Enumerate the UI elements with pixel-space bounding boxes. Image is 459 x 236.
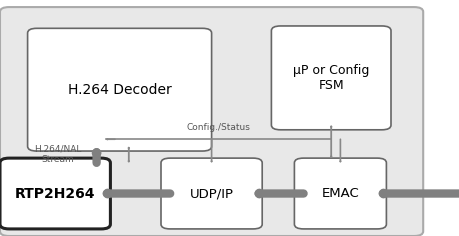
Text: Config./Status: Config./Status (186, 123, 250, 132)
FancyBboxPatch shape (0, 7, 422, 236)
Text: EMAC: EMAC (321, 187, 358, 200)
FancyBboxPatch shape (161, 158, 262, 229)
FancyBboxPatch shape (294, 158, 386, 229)
FancyBboxPatch shape (271, 26, 390, 130)
Text: H.264/NAL
Stream: H.264/NAL Stream (34, 145, 81, 164)
Text: H.264 Decoder: H.264 Decoder (67, 83, 171, 97)
Text: μP or Config
FSM: μP or Config FSM (292, 64, 369, 92)
FancyBboxPatch shape (0, 158, 110, 229)
Text: RTP2H264: RTP2H264 (15, 186, 95, 201)
FancyBboxPatch shape (28, 28, 211, 151)
Text: UDP/IP: UDP/IP (189, 187, 233, 200)
